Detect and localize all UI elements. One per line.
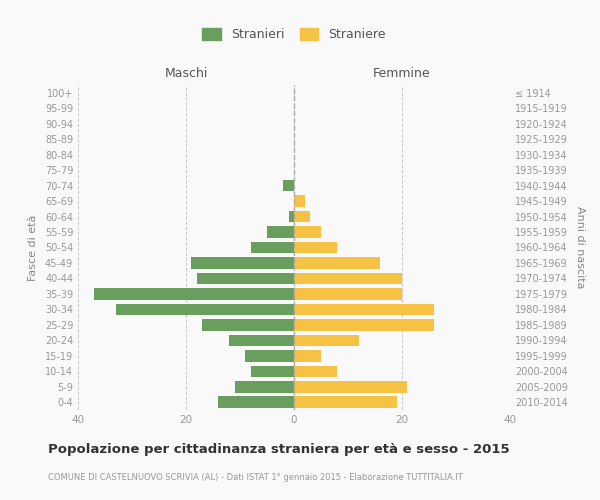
Text: COMUNE DI CASTELNUOVO SCRIVIA (AL) - Dati ISTAT 1° gennaio 2015 - Elaborazione T: COMUNE DI CASTELNUOVO SCRIVIA (AL) - Dat… [48, 472, 463, 482]
Bar [294, 366, 337, 377]
Bar [294, 350, 321, 362]
Bar [218, 396, 294, 408]
Bar [116, 304, 294, 315]
Bar [294, 334, 359, 346]
Bar [283, 180, 294, 192]
Bar [294, 257, 380, 269]
Bar [197, 272, 294, 284]
Bar [294, 381, 407, 392]
Bar [251, 366, 294, 377]
Bar [294, 242, 337, 254]
Y-axis label: Anni di nascita: Anni di nascita [575, 206, 584, 288]
Bar [294, 319, 434, 330]
Bar [294, 304, 434, 315]
Bar [229, 334, 294, 346]
Text: Popolazione per cittadinanza straniera per età e sesso - 2015: Popolazione per cittadinanza straniera p… [48, 442, 509, 456]
Text: Maschi: Maschi [164, 67, 208, 80]
Bar [267, 226, 294, 238]
Bar [251, 242, 294, 254]
Bar [191, 257, 294, 269]
Bar [202, 319, 294, 330]
Bar [294, 272, 402, 284]
Bar [289, 210, 294, 222]
Bar [294, 396, 397, 408]
Bar [94, 288, 294, 300]
Bar [235, 381, 294, 392]
Bar [294, 210, 310, 222]
Bar [245, 350, 294, 362]
Bar [294, 226, 321, 238]
Y-axis label: Fasce di età: Fasce di età [28, 214, 38, 280]
Bar [294, 196, 305, 207]
Text: Femmine: Femmine [373, 67, 431, 80]
Bar [294, 288, 402, 300]
Legend: Stranieri, Straniere: Stranieri, Straniere [197, 23, 391, 46]
